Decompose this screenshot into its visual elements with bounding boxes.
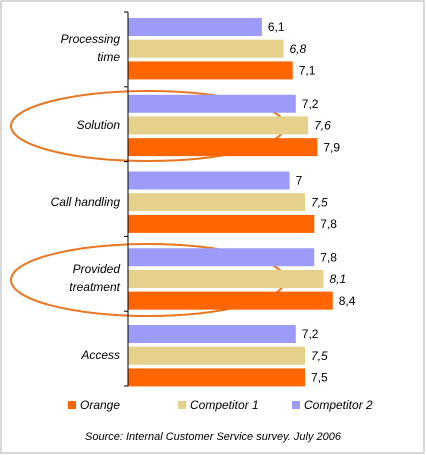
bar: [128, 116, 309, 135]
bar: [128, 248, 315, 267]
value-label: 8,1: [330, 272, 347, 286]
category-label: Access: [81, 348, 120, 362]
value-label: 7,5: [311, 371, 328, 385]
bar: [128, 291, 333, 310]
bar: [128, 39, 284, 58]
bar: [128, 18, 262, 36]
category-label: Solution: [76, 117, 120, 132]
value-label: 7,2: [302, 327, 319, 341]
legend-swatch: [178, 401, 186, 409]
value-label: 7,5: [311, 195, 328, 209]
value-label: 6,8: [289, 42, 306, 56]
bar: [128, 138, 318, 157]
value-label: 7,8: [320, 217, 337, 231]
source-note: Source: Internal Customer Service survey…: [85, 431, 342, 443]
value-label: 7,6: [314, 119, 331, 133]
legend-label: Orange: [80, 398, 120, 412]
value-label: 7,9: [323, 140, 340, 154]
legend-swatch: [292, 401, 300, 409]
value-label: 7,2: [302, 97, 319, 111]
bar: [128, 193, 306, 212]
value-label: 6,1: [268, 20, 285, 34]
bar: [128, 171, 290, 190]
bar: [128, 368, 306, 387]
bar: [128, 94, 296, 113]
value-label: 7,5: [311, 349, 328, 363]
bar: [128, 269, 324, 288]
value-label: 7,1: [299, 64, 316, 78]
bar: [128, 346, 306, 365]
value-label: 8,4: [339, 294, 356, 308]
bar: [128, 214, 315, 233]
category-label: Provided treatment: [69, 262, 120, 295]
legend-swatch: [68, 401, 76, 409]
legend-label: Competitor 2: [304, 398, 373, 412]
category-label: Processing time: [60, 32, 120, 64]
legend-label: Competitor 1: [190, 398, 259, 412]
value-label: 7,8: [320, 250, 337, 264]
bar: [128, 61, 293, 80]
category-label: Call handling: [50, 194, 120, 209]
value-label: 7: [296, 174, 303, 188]
bar: [128, 325, 296, 343]
